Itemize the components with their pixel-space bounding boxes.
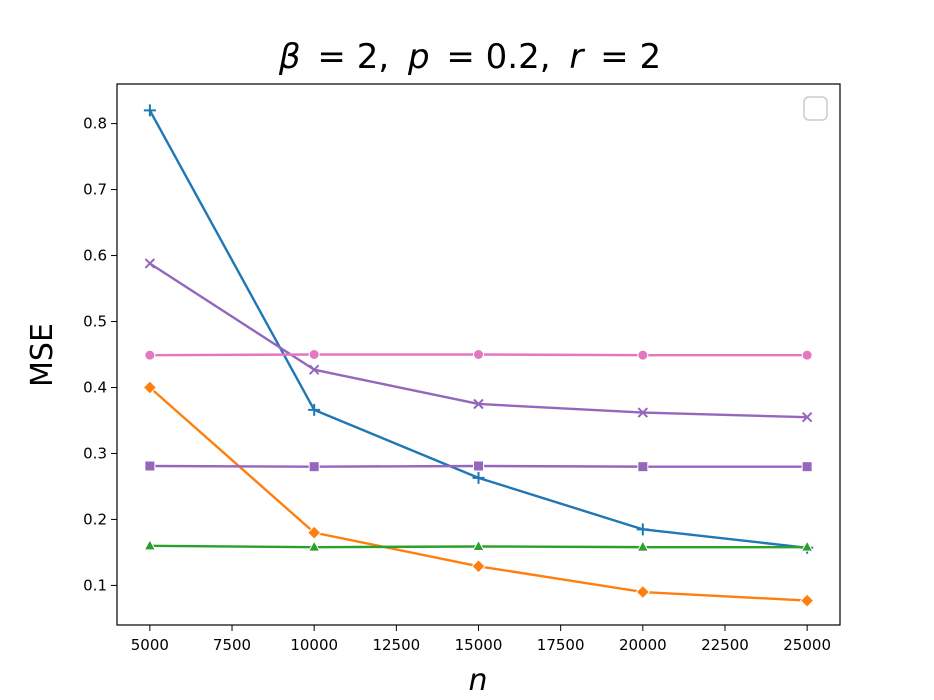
y-tick-label: 0.7 [83, 181, 107, 199]
data-point-plus [472, 471, 485, 484]
data-point-diamond [306, 525, 322, 540]
x-tick-label: 12500 [372, 636, 420, 654]
data-point-x [637, 407, 649, 418]
title-p-symbol: p [407, 37, 430, 77]
data-point-diamond [635, 584, 651, 600]
series-square [144, 460, 813, 473]
x-tick-label: 25000 [783, 636, 831, 654]
y-tick-label: 0.1 [83, 576, 107, 594]
data-point-circle [801, 349, 813, 361]
axis-ticks: 5000 7500 10000 12500 15000 17500 20000 22500 25… [83, 115, 831, 654]
title-beta-symbol: β [278, 37, 301, 77]
data-point-circle [637, 349, 649, 361]
x-tick-label: 10000 [290, 636, 338, 654]
y-tick-label: 0.8 [83, 115, 107, 133]
y-tick-label: 0.4 [83, 378, 107, 396]
data-point-triangle [307, 540, 321, 552]
data-point-circle [308, 349, 320, 360]
title-beta-value: = 2, [317, 37, 389, 77]
series-triangle [143, 538, 814, 552]
data-point-diamond [142, 380, 158, 395]
data-point-circle [473, 349, 484, 360]
legend-box [803, 96, 828, 121]
data-point-plus [308, 403, 321, 416]
data-point-triangle [472, 539, 485, 551]
x-tick-label: 17500 [537, 636, 585, 654]
y-tick-label: 0.2 [83, 510, 107, 528]
data-point-plus [636, 523, 649, 536]
data-point-triangle [636, 540, 650, 552]
y-axis-label: MSE [25, 323, 60, 387]
data-point-x [144, 258, 156, 269]
chart-title: β = 2, p = 0.2, r = 2 [278, 37, 661, 77]
x-tick-label: 5000 [131, 636, 169, 654]
series-x [144, 258, 813, 423]
y-tick-label: 0.6 [83, 247, 107, 265]
data-point-square [473, 460, 484, 472]
data-point-triangle [143, 538, 157, 551]
title-p-value: = 0.2, [446, 37, 550, 77]
plot-area [142, 104, 815, 608]
series-line [149, 262, 808, 419]
x-tick-label: 22500 [701, 636, 749, 654]
data-point-x [308, 364, 320, 375]
x-tick-label: 7500 [213, 636, 251, 654]
series-plus [143, 104, 814, 554]
data-point-x [473, 398, 484, 410]
series-circle [144, 349, 813, 361]
data-point-triangle [800, 540, 814, 552]
data-point-plus [143, 104, 156, 117]
data-point-diamond [471, 559, 486, 574]
y-tick-label: 0.5 [83, 313, 107, 331]
x-tick-label: 20000 [619, 636, 667, 654]
title-r-value: = 2 [600, 37, 661, 77]
data-point-square [144, 460, 156, 472]
series-diamond [142, 380, 815, 608]
title-r-symbol: r [569, 37, 585, 77]
x-axis-label: n [468, 663, 487, 698]
data-point-square [308, 461, 320, 473]
y-tick-label: 0.3 [83, 444, 107, 462]
data-point-diamond [799, 593, 815, 608]
x-tick-label: 15000 [455, 636, 503, 654]
data-point-square [637, 461, 649, 473]
data-point-circle [144, 349, 156, 361]
data-point-square [801, 461, 813, 473]
data-point-x [801, 411, 813, 423]
